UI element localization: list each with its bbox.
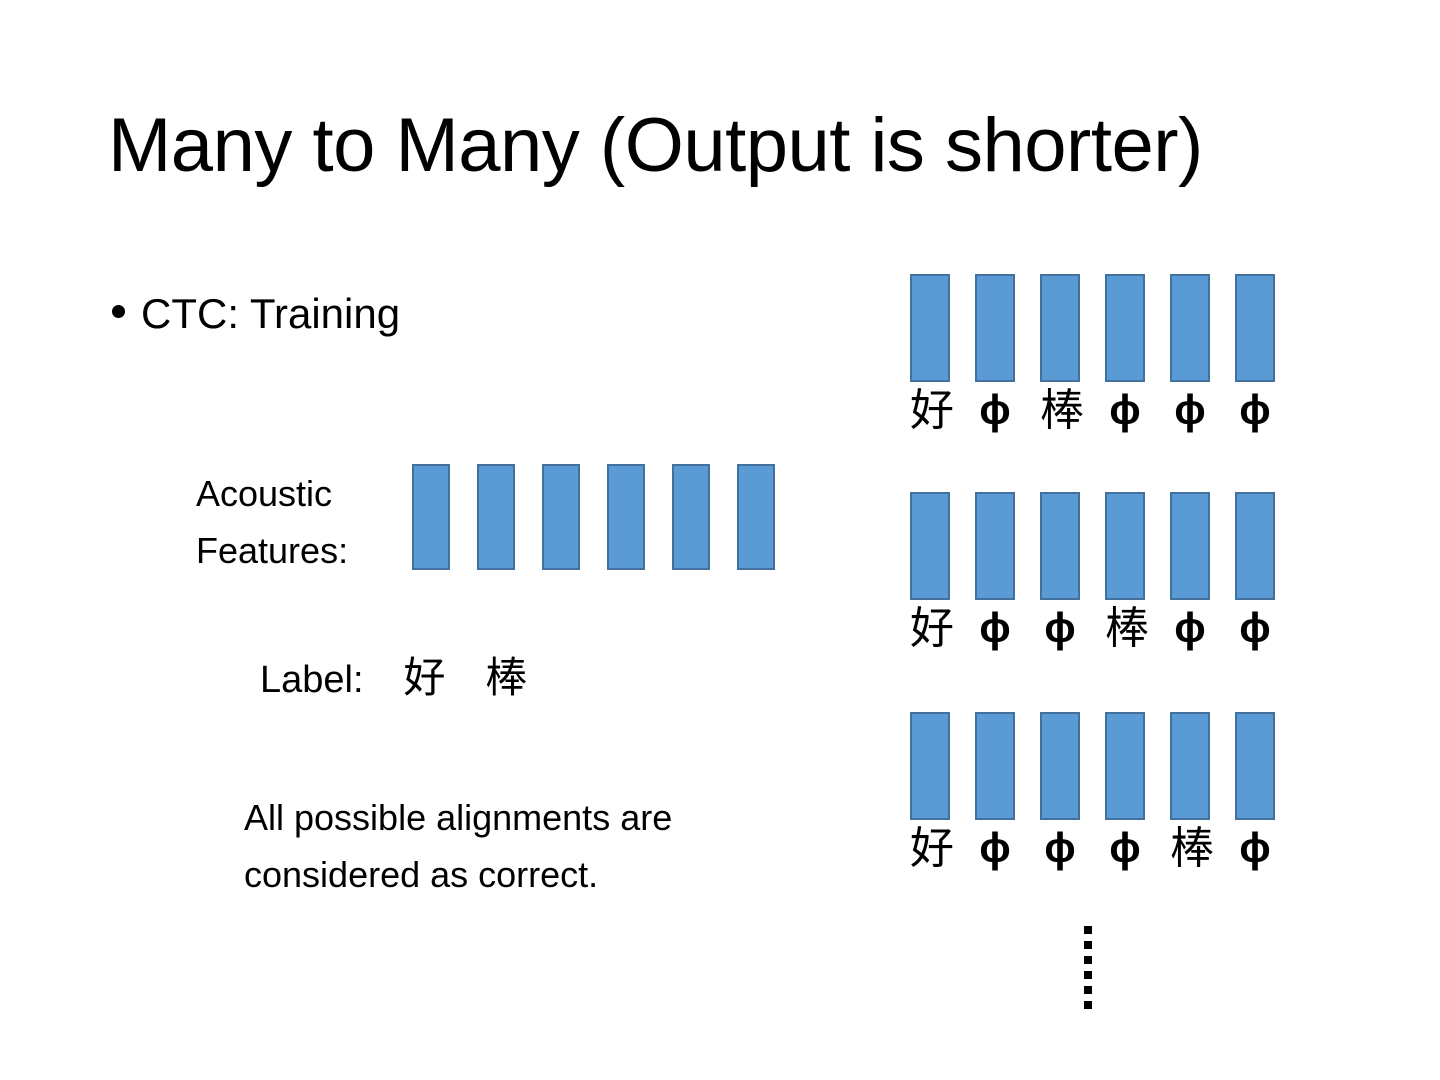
alignment-frame-bar	[1235, 712, 1275, 820]
ellipsis-dot	[1084, 926, 1092, 934]
character-token: 好	[910, 604, 954, 653]
blank-token: ϕ	[979, 386, 1011, 433]
blank-token: ϕ	[1044, 824, 1076, 871]
blank-token: ϕ	[979, 604, 1011, 651]
blank-token: ϕ	[979, 824, 1011, 871]
alignment-frame-bar	[1105, 492, 1145, 600]
blank-token: ϕ	[1174, 604, 1206, 651]
bullet-item-label: CTC: Training	[141, 290, 401, 337]
acoustic-feature-bar	[477, 464, 515, 570]
alignment-frame-bar	[1170, 492, 1210, 600]
blank-token: ϕ	[1239, 386, 1271, 433]
alignment-frame-bar	[1235, 492, 1275, 600]
acoustic-feature-bar	[737, 464, 775, 570]
blank-token: ϕ	[1239, 604, 1271, 651]
alignment-frame-bar	[1105, 274, 1145, 382]
label-caption: Label:	[260, 659, 364, 701]
alignment-frame-bar	[1235, 274, 1275, 382]
alignment-frame-bar	[910, 712, 950, 820]
alignment-3-bars	[910, 712, 1275, 820]
character-token: 棒	[1040, 386, 1084, 435]
blank-token: ϕ	[1109, 386, 1141, 433]
vertical-ellipsis-icon	[1084, 926, 1092, 1009]
acoustic-features-bars	[412, 464, 775, 570]
alignment-frame-bar	[1170, 712, 1210, 820]
ellipsis-dot	[1084, 971, 1092, 979]
acoustic-feature-bar	[672, 464, 710, 570]
acoustic-features-label: Acoustic Features:	[196, 473, 349, 571]
alignment-note-text: All possible alignments are considered a…	[244, 797, 673, 895]
ellipsis-dot	[1084, 1001, 1092, 1009]
acoustic-feature-bar	[607, 464, 645, 570]
acoustic-feature-bar	[412, 464, 450, 570]
acoustic-feature-bar	[542, 464, 580, 570]
alignment-frame-bar	[1040, 492, 1080, 600]
blank-token: ϕ	[1174, 386, 1206, 433]
alignment-frame-bar	[975, 492, 1015, 600]
character-token: 棒	[1105, 604, 1149, 653]
page-title: Many to Many (Output is shorter)	[108, 103, 1203, 188]
ellipsis-dot	[1084, 986, 1092, 994]
ellipsis-dot	[1084, 941, 1092, 949]
alignment-frame-bar	[1040, 712, 1080, 820]
alignment-2-bars	[910, 492, 1275, 600]
bullet-item-ctc-training: CTC: Training	[112, 290, 400, 338]
alignment-frame-bar	[910, 492, 950, 600]
character-token: 棒	[1170, 824, 1214, 873]
alignment-frame-bar	[910, 274, 950, 382]
blank-token: ϕ	[1109, 824, 1141, 871]
alignment-frame-bar	[975, 712, 1015, 820]
alignment-frame-bar	[1105, 712, 1145, 820]
blank-token: ϕ	[1044, 604, 1076, 651]
blank-token: ϕ	[1239, 824, 1271, 871]
alignment-frame-bar	[1170, 274, 1210, 382]
alignment-frame-bar	[1040, 274, 1080, 382]
character-token: 好	[910, 824, 954, 873]
label-characters: 好 棒	[403, 654, 542, 701]
label-row: Label: 好 棒	[260, 644, 541, 705]
alignment-1-bars	[910, 274, 1275, 382]
alignment-frame-bar	[975, 274, 1015, 382]
ellipsis-dot	[1084, 956, 1092, 964]
character-token: 好	[910, 386, 954, 435]
bullet-dot-icon	[112, 305, 125, 318]
